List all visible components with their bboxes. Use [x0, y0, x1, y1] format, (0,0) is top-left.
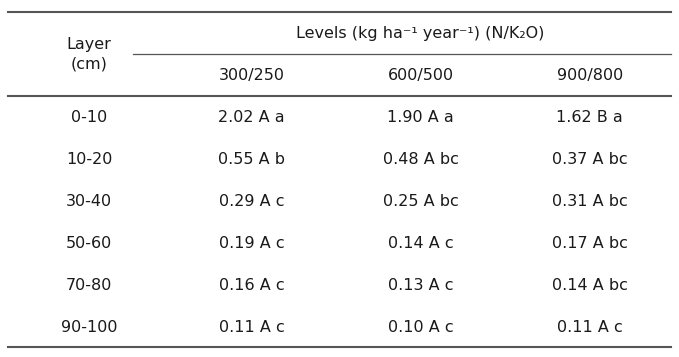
Text: 50-60: 50-60: [66, 236, 113, 251]
Text: 0-10: 0-10: [71, 110, 107, 125]
Text: 0.13 A c: 0.13 A c: [388, 278, 454, 293]
Text: 90-100: 90-100: [61, 320, 117, 335]
Text: Layer
(cm): Layer (cm): [67, 37, 112, 71]
Text: 0.11 A c: 0.11 A c: [219, 320, 285, 335]
Text: 30-40: 30-40: [67, 194, 112, 209]
Text: 0.14 A bc: 0.14 A bc: [552, 278, 627, 293]
Text: 300/250: 300/250: [219, 67, 285, 82]
Text: 1.90 A a: 1.90 A a: [387, 110, 454, 125]
Text: 0.31 A bc: 0.31 A bc: [552, 194, 627, 209]
Text: 0.29 A c: 0.29 A c: [219, 194, 285, 209]
Text: 10-20: 10-20: [66, 152, 113, 167]
Text: 1.62 B a: 1.62 B a: [556, 110, 623, 125]
Text: 0.10 A c: 0.10 A c: [388, 320, 454, 335]
Text: 2.02 A a: 2.02 A a: [218, 110, 285, 125]
Text: 900/800: 900/800: [557, 67, 623, 82]
Text: 0.37 A bc: 0.37 A bc: [552, 152, 627, 167]
Text: 0.25 A bc: 0.25 A bc: [383, 194, 458, 209]
Text: 0.11 A c: 0.11 A c: [557, 320, 623, 335]
Text: 0.55 A b: 0.55 A b: [218, 152, 285, 167]
Text: 0.14 A c: 0.14 A c: [388, 236, 454, 251]
Text: 0.17 A bc: 0.17 A bc: [552, 236, 627, 251]
Text: 0.16 A c: 0.16 A c: [219, 278, 285, 293]
Text: 0.48 A bc: 0.48 A bc: [383, 152, 458, 167]
Text: 600/500: 600/500: [388, 67, 454, 82]
Text: 0.19 A c: 0.19 A c: [219, 236, 285, 251]
Text: 70-80: 70-80: [66, 278, 113, 293]
Text: Levels (kg ha⁻¹ year⁻¹) (N/K₂O): Levels (kg ha⁻¹ year⁻¹) (N/K₂O): [297, 26, 545, 41]
